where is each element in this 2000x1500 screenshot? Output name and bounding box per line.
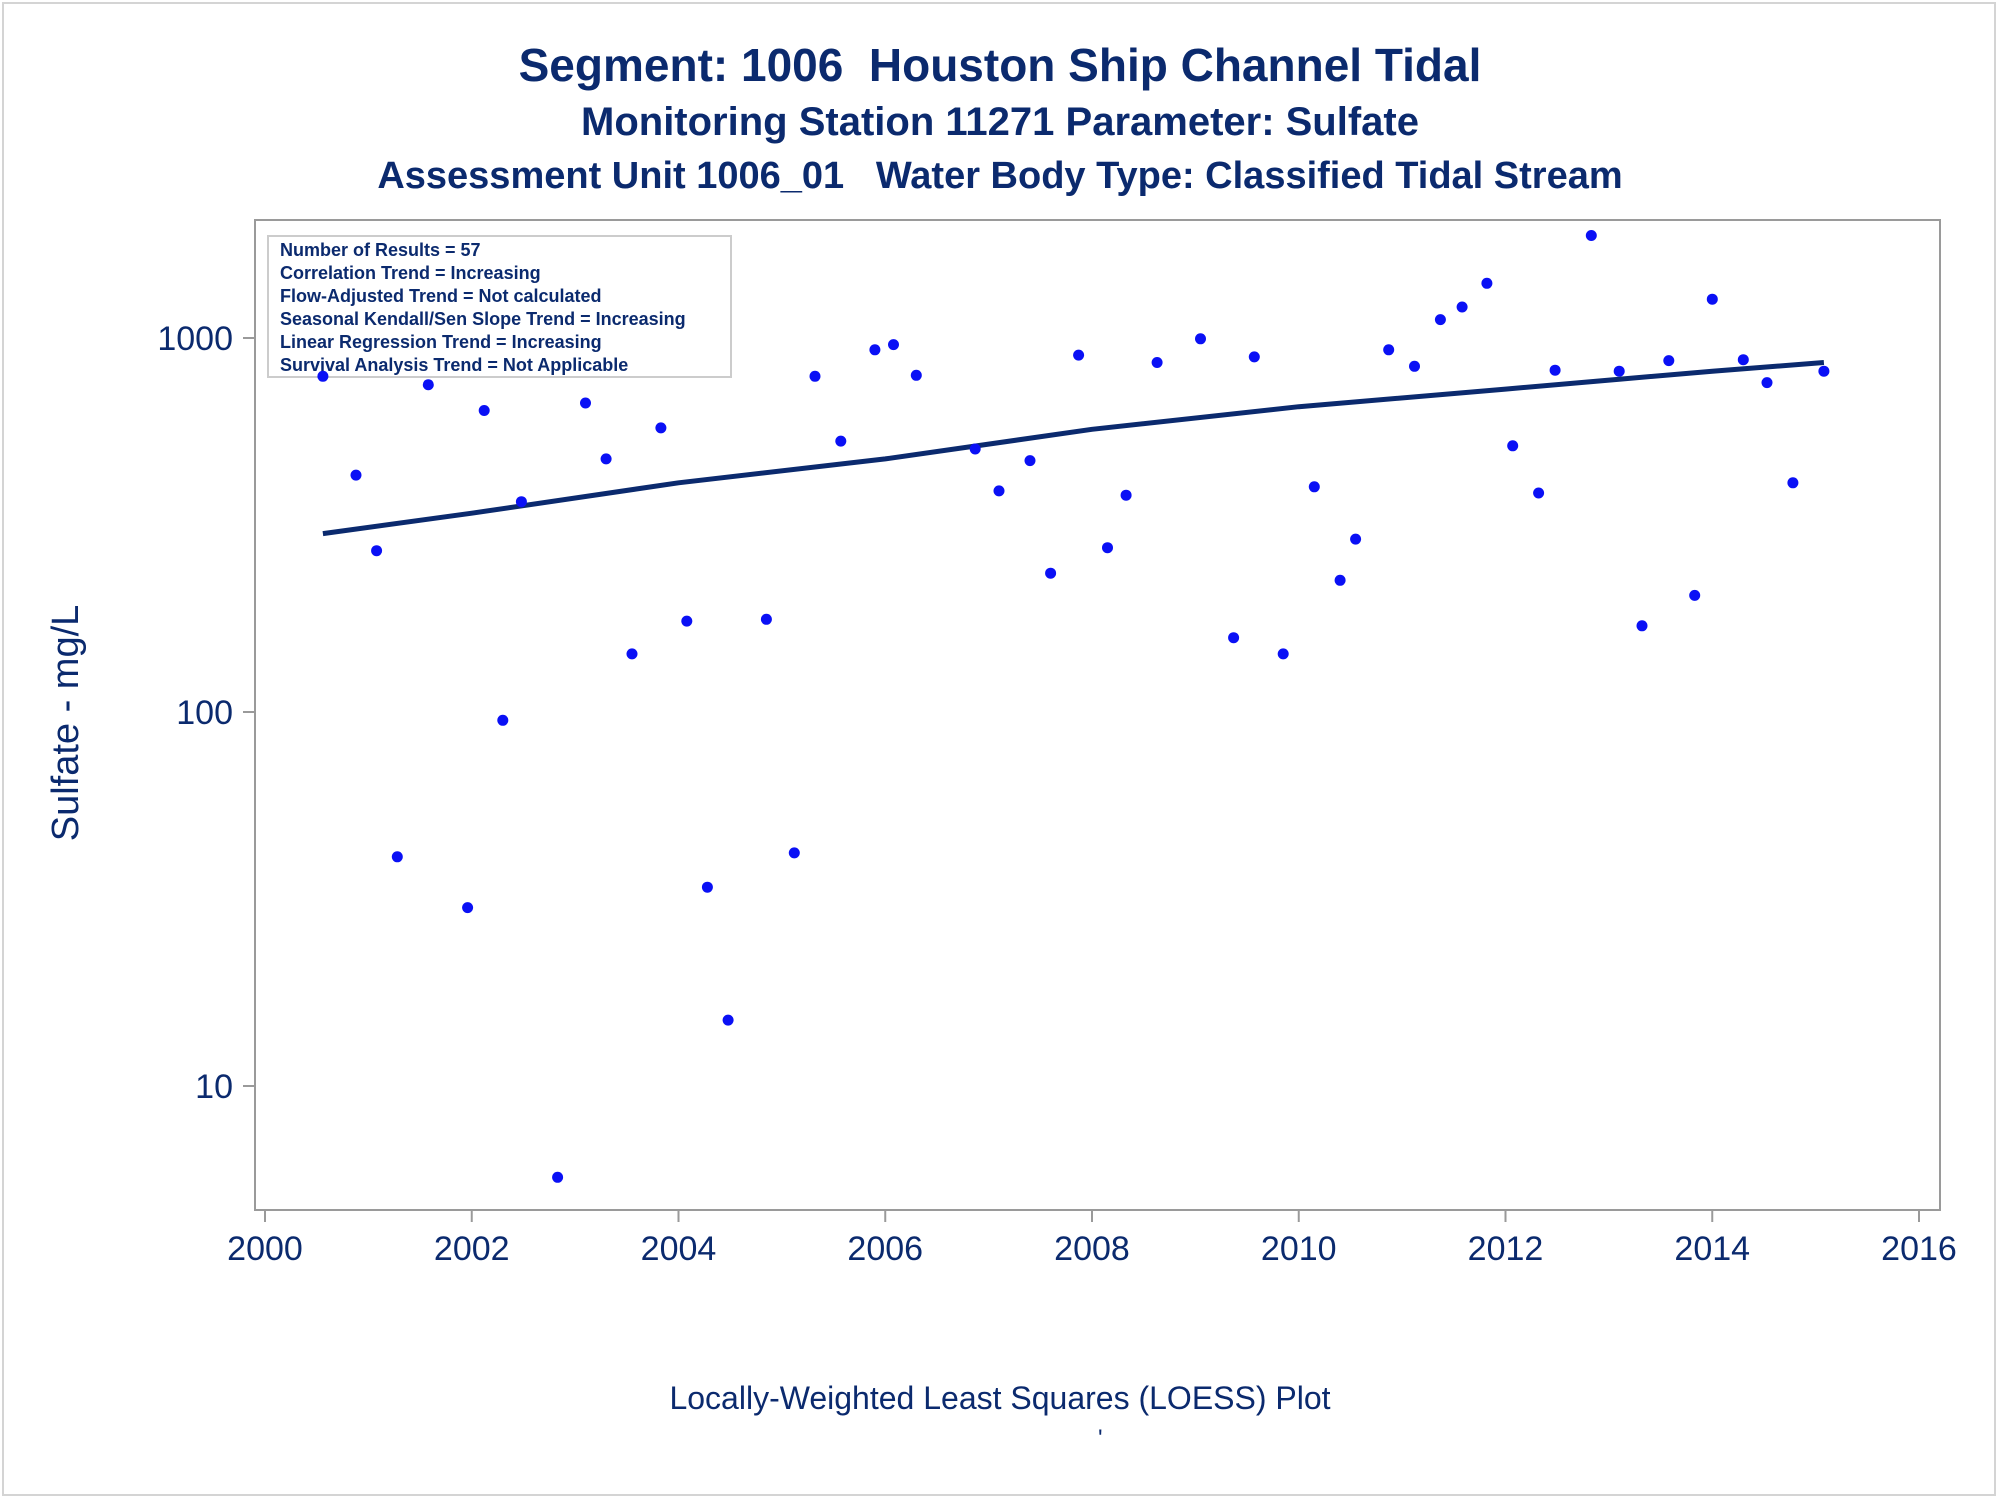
data-point	[788, 847, 800, 859]
stat-line-linear-regression: Linear Regression Trend = Increasing	[280, 332, 602, 352]
data-point	[1533, 487, 1545, 499]
data-point	[993, 485, 1005, 497]
data-point	[1481, 277, 1493, 289]
plot-area	[254, 219, 1941, 1211]
stat-line-seasonal-kendall: Seasonal Kendall/Sen Slope Trend = Incre…	[280, 309, 686, 329]
stats-box: Number of Results = 57 Correlation Trend…	[267, 235, 732, 378]
y-tick-label: 100	[176, 694, 233, 732]
data-point	[552, 1171, 564, 1183]
stats-box-border	[267, 235, 732, 378]
y-axis-label: Sulfate - mg/L	[45, 605, 87, 842]
x-tick-label: 2012	[1468, 1230, 1544, 1268]
chart-title: Segment: 1006 Houston Ship Channel Tidal	[518, 39, 1482, 91]
data-point	[655, 422, 667, 434]
y-axis: 10 100 1000	[157, 320, 255, 1106]
chart-subtitle-2: Assessment Unit 1006_01 Water Body Type:…	[377, 155, 1623, 197]
data-point	[626, 648, 638, 660]
data-point	[1383, 344, 1395, 356]
data-point	[1434, 314, 1446, 326]
data-point	[888, 339, 899, 351]
data-point	[1248, 351, 1260, 363]
data-point	[1636, 620, 1648, 632]
x-tick-label: 2002	[434, 1230, 510, 1268]
x-tick-label: 2000	[227, 1230, 303, 1268]
data-point	[809, 370, 821, 382]
y-tick-label: 1000	[157, 320, 233, 358]
data-point	[835, 435, 847, 447]
data-point	[580, 397, 591, 409]
data-point	[462, 902, 474, 914]
data-point	[1663, 355, 1675, 367]
x-tick-label: 2004	[641, 1230, 717, 1268]
data-point	[869, 344, 881, 356]
data-point	[1308, 481, 1320, 493]
data-point	[1073, 349, 1085, 361]
data-point	[1706, 293, 1718, 305]
data-point	[1195, 333, 1206, 345]
data-point	[910, 369, 922, 381]
data-point	[600, 453, 612, 465]
data-point	[1151, 357, 1163, 368]
data-point	[681, 615, 693, 627]
stat-line-flow-adjusted: Flow-Adjusted Trend = Not calculated	[280, 286, 602, 306]
data-point	[1761, 377, 1773, 389]
data-point	[1102, 542, 1113, 554]
data-point	[1549, 364, 1561, 376]
data-point	[1024, 455, 1036, 467]
data-point	[1277, 648, 1289, 660]
stat-line-results: Number of Results = 57	[280, 240, 481, 260]
x-tick-label: 2010	[1261, 1230, 1337, 1268]
stat-line-correlation: Correlation Trend = Increasing	[280, 263, 541, 283]
trend-layer	[322, 360, 1825, 537]
data-point	[1228, 632, 1240, 644]
data-point	[1456, 301, 1468, 313]
data-point	[1787, 477, 1799, 489]
data-point	[371, 545, 383, 557]
points-layer	[317, 230, 1830, 1183]
data-point	[422, 379, 434, 391]
data-point	[1737, 354, 1749, 366]
x-tick-label: 2014	[1674, 1230, 1750, 1268]
chart-subtitle: Monitoring Station 11271 Parameter: Sulf…	[581, 100, 1419, 144]
data-point	[478, 405, 490, 416]
x-axis: 2000 2002 2004 2006 2008 2010 2012 2014 2016	[227, 1210, 1957, 1268]
x-tick-label: 2016	[1881, 1230, 1957, 1268]
data-point	[760, 613, 772, 625]
data-point	[391, 851, 403, 863]
data-point	[1507, 440, 1519, 452]
data-point	[1120, 489, 1132, 501]
data-point	[1350, 533, 1362, 545]
data-point	[1585, 230, 1597, 241]
y-tick-label: 10	[195, 1068, 233, 1106]
stat-line-survival-analysis: Survival Analysis Trend = Not Applicable	[280, 355, 628, 375]
data-point	[1818, 365, 1830, 377]
data-point	[1334, 574, 1346, 586]
data-point	[1045, 567, 1057, 579]
x-tick-label: 2006	[847, 1230, 923, 1268]
x-tick-label: 2008	[1054, 1230, 1130, 1268]
data-point	[1689, 589, 1701, 601]
data-point	[969, 443, 981, 455]
data-point	[1409, 360, 1420, 372]
footnote-mark: '	[1098, 1425, 1103, 1452]
data-point	[350, 469, 362, 481]
loess-trend-line	[322, 360, 1825, 537]
data-point	[497, 714, 509, 726]
data-point	[1613, 365, 1625, 377]
data-point	[515, 496, 527, 508]
data-point	[722, 1014, 734, 1026]
chart-footnote: Locally-Weighted Least Squares (LOESS) P…	[669, 1380, 1331, 1416]
data-point	[701, 881, 713, 893]
data-point	[317, 370, 329, 382]
